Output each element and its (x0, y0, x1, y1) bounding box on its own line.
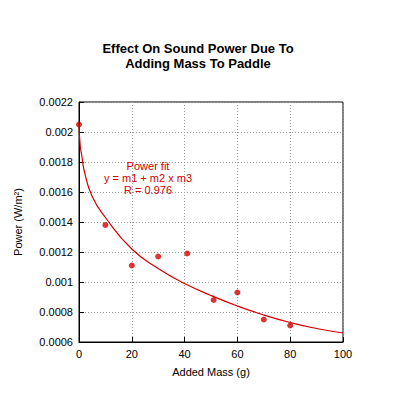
svg-text:0.002: 0.002 (45, 126, 73, 138)
svg-text:y = m1 + m2 x m3: y = m1 + m2 x m3 (104, 172, 192, 184)
svg-text:0.0006: 0.0006 (39, 336, 73, 348)
svg-text:0.0008: 0.0008 (39, 306, 73, 318)
svg-text:0.0016: 0.0016 (39, 186, 73, 198)
svg-text:R = 0.976: R = 0.976 (124, 184, 172, 196)
svg-text:0.0012: 0.0012 (39, 246, 73, 258)
svg-text:80: 80 (284, 348, 296, 360)
svg-text:20: 20 (126, 348, 138, 360)
svg-text:Power fit: Power fit (127, 160, 170, 172)
svg-text:0.0022: 0.0022 (39, 96, 73, 108)
svg-text:40: 40 (178, 348, 190, 360)
svg-text:0: 0 (76, 348, 82, 360)
svg-text:Power (W/m²): Power (W/m²) (12, 188, 24, 256)
svg-text:0.0018: 0.0018 (39, 156, 73, 168)
svg-text:Added Mass (g): Added Mass (g) (172, 366, 250, 378)
svg-text:0.0014: 0.0014 (39, 216, 73, 228)
svg-text:100: 100 (334, 348, 352, 360)
svg-text:Adding Mass To Paddle: Adding Mass To Paddle (125, 56, 271, 71)
svg-text:Effect On Sound Power Due To: Effect On Sound Power Due To (102, 41, 293, 56)
svg-text:0.001: 0.001 (45, 276, 73, 288)
svg-text:60: 60 (231, 348, 243, 360)
